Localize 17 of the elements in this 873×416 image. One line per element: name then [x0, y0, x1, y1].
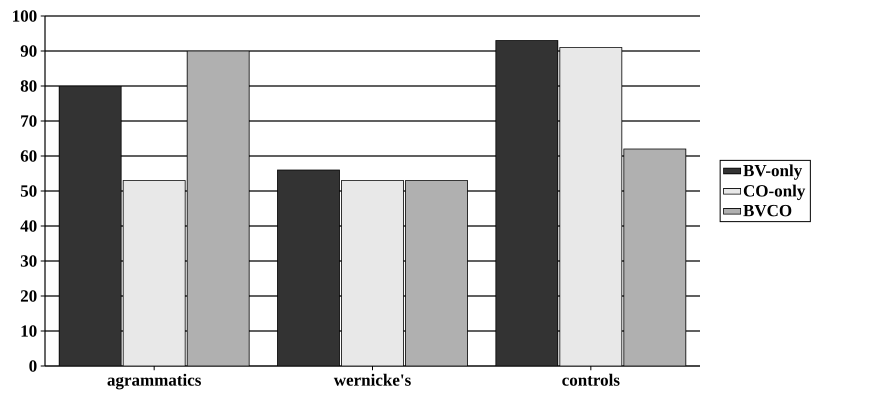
- legend-label: BVCO: [743, 204, 792, 216]
- legend-label: BV-only: [743, 164, 802, 180]
- y-tick-label: 60: [20, 150, 37, 162]
- x-tick-label: controls: [562, 374, 620, 386]
- y-tick-label: 10: [22, 325, 37, 337]
- y-tick-label: 0: [29, 360, 37, 372]
- y-tick-label: 70: [21, 115, 37, 127]
- y-tick-label: 50: [20, 185, 37, 197]
- y-tick-label: 100: [13, 10, 37, 22]
- y-tick-label: 80: [20, 80, 37, 92]
- y-tick-label: 30: [20, 255, 37, 267]
- y-tick-label: 90: [20, 45, 37, 57]
- legend-label: CO-only: [744, 184, 806, 200]
- y-tick-label: 20: [20, 290, 37, 302]
- x-tick-label: wernicke's: [334, 374, 411, 386]
- y-tick-label: 40: [20, 220, 37, 232]
- x-tick-label: agrammatics: [108, 374, 201, 390]
